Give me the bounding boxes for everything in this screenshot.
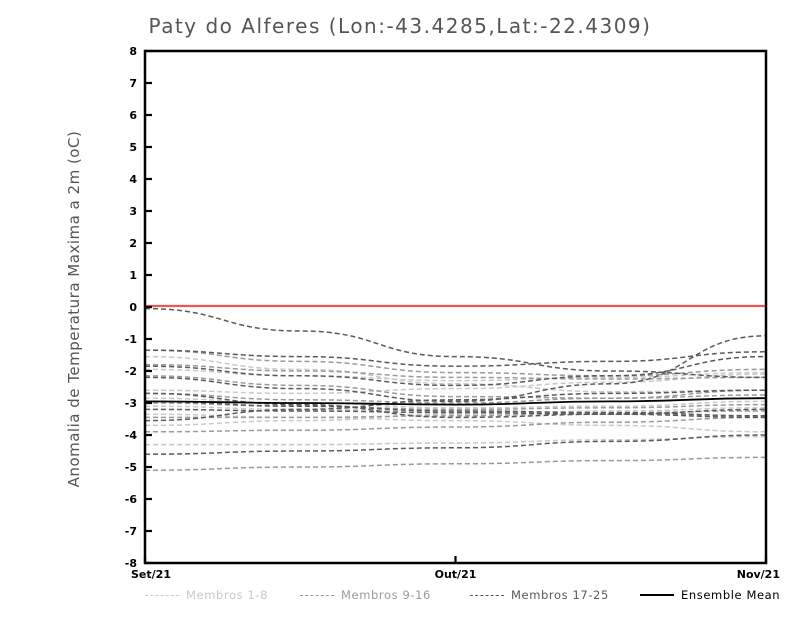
legend-item[interactable]: Ensemble Mean	[640, 586, 780, 604]
legend-swatch	[300, 594, 334, 596]
y-tick-label: -1	[125, 333, 137, 346]
legend-item[interactable]: Membros 17-25	[470, 586, 609, 604]
y-tick-label: 6	[129, 109, 137, 122]
member-line	[145, 435, 767, 446]
legend-swatch	[145, 594, 179, 596]
legend-swatch	[640, 594, 674, 596]
member-line	[144, 397, 767, 409]
member-line	[144, 400, 767, 417]
y-tick-label: 7	[129, 77, 137, 90]
x-tick-label: Set/21	[131, 568, 171, 581]
member-line	[144, 373, 767, 395]
y-tick-label: 1	[129, 269, 137, 282]
y-tick-label: -5	[125, 461, 137, 474]
member-line	[144, 389, 767, 422]
legend-item[interactable]: Membros 1-8	[145, 586, 268, 604]
member-line	[144, 389, 767, 404]
member-line	[144, 405, 767, 417]
series-layer	[144, 307, 767, 471]
member-line	[144, 307, 767, 379]
legend-item[interactable]: Membros 9-16	[300, 586, 431, 604]
chart-legend: Membros 1-8 Membros 9-16 Membros 17-25 Ense…	[145, 586, 780, 604]
y-axis-ticks: 8 7 6 5 4 3 2 1 0 -1 -2 -3 -4 -5 -6 -7 -8	[125, 45, 152, 570]
y-tick-label: 8	[129, 45, 137, 58]
member-line	[144, 355, 767, 393]
member-line	[144, 375, 767, 399]
member-line	[144, 413, 767, 433]
ensemble-mean-line	[144, 397, 767, 406]
member-line	[144, 349, 767, 377]
y-tick-label: -6	[125, 493, 138, 506]
x-axis-ticks: Set/21 Out/21 Nov/21	[131, 556, 780, 581]
y-tick-label: -4	[125, 429, 138, 442]
member-line	[144, 416, 767, 433]
legend-label: Membros 9-16	[341, 588, 431, 602]
y-tick-label: 0	[129, 301, 137, 314]
y-tick-label: 2	[129, 237, 137, 250]
legend-label: Ensemble Mean	[681, 588, 781, 602]
y-tick-label: 5	[129, 141, 137, 154]
member-line	[144, 355, 767, 387]
y-tick-label: 3	[129, 205, 137, 218]
x-tick-label: Nov/21	[737, 568, 780, 581]
y-tick-label: -2	[125, 365, 137, 378]
member-line	[144, 456, 767, 471]
y-tick-label: 4	[129, 173, 137, 186]
y-tick-label: -8	[125, 557, 137, 570]
legend-label: Membros 17-25	[511, 588, 609, 602]
member-line	[144, 434, 767, 455]
chart-title: Paty do Alferes (Lon:-43.4285,Lat:-22.43…	[148, 14, 652, 38]
legend-label: Membros 1-8	[186, 588, 269, 602]
member-line	[144, 349, 767, 367]
member-line	[144, 363, 767, 380]
legend-swatch	[470, 594, 504, 596]
member-line	[144, 368, 767, 382]
member-line	[144, 407, 767, 427]
member-line	[144, 335, 767, 403]
x-tick-label: Out/21	[435, 568, 477, 581]
y-tick-label: -7	[125, 525, 137, 538]
y-tick-label: -3	[125, 397, 137, 410]
